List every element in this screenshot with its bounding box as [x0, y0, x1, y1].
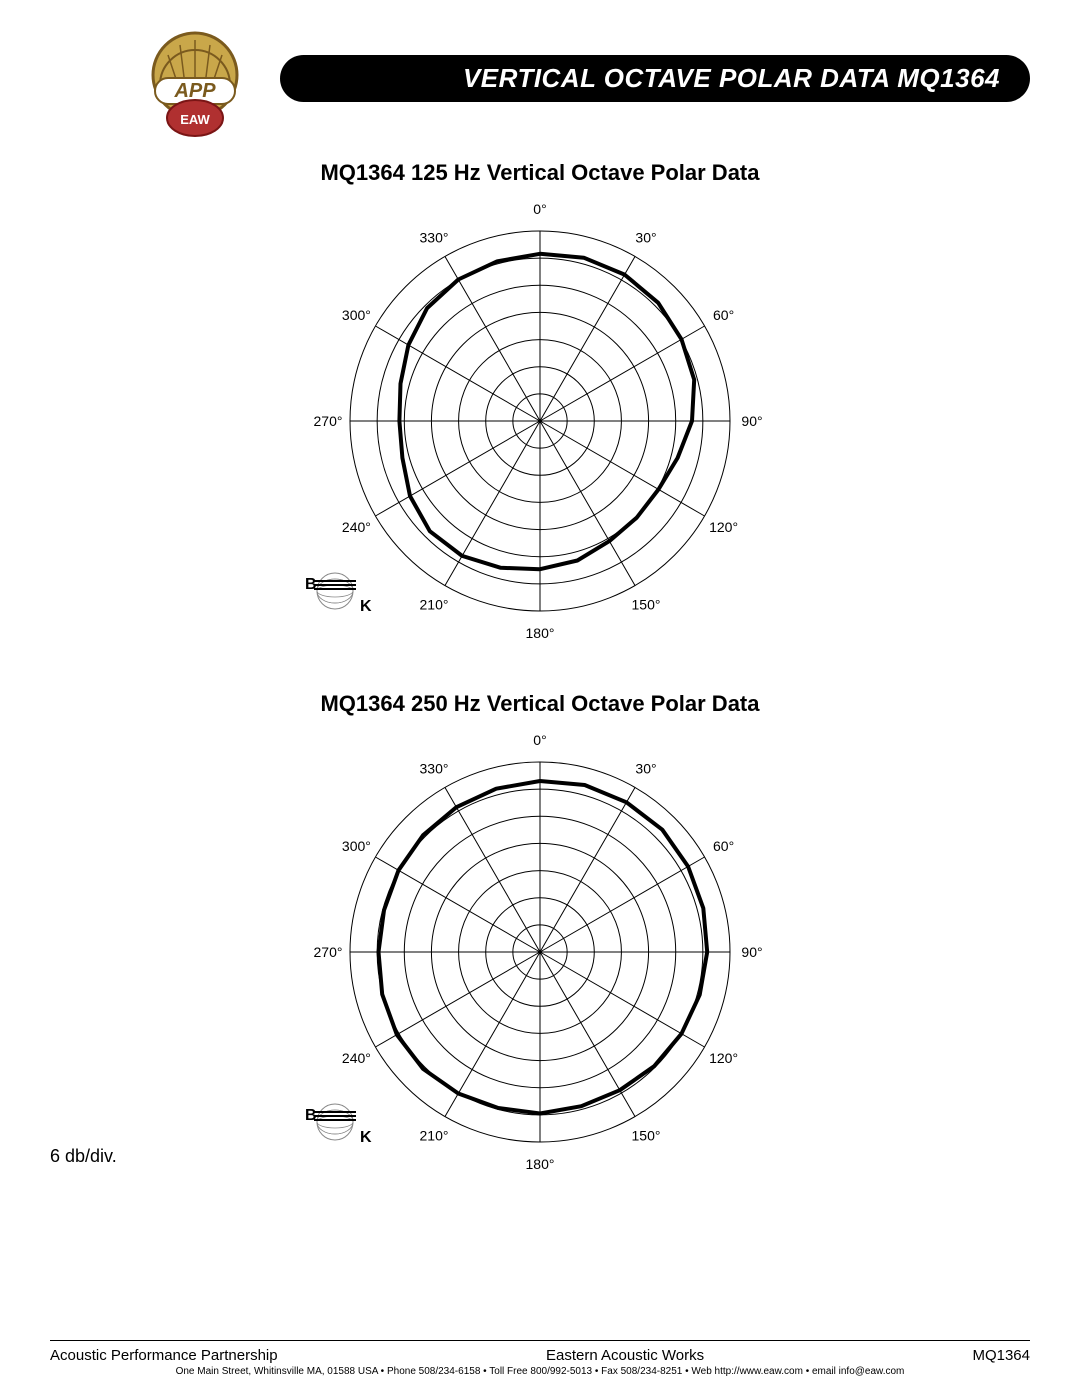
svg-text:330°: 330° — [420, 229, 449, 245]
svg-text:300°: 300° — [342, 838, 371, 854]
footer-left: Acoustic Performance Partnership — [50, 1347, 278, 1364]
footer-right: MQ1364 — [972, 1347, 1030, 1364]
svg-text:240°: 240° — [342, 519, 371, 535]
svg-text:120°: 120° — [709, 1050, 738, 1066]
svg-text:0°: 0° — [533, 732, 546, 748]
svg-text:K: K — [360, 1129, 372, 1146]
chart-section-125hz: MQ1364 125 Hz Vertical Octave Polar Data… — [50, 160, 1030, 651]
svg-text:240°: 240° — [342, 1050, 371, 1066]
footer-address: One Main Street, Whitinsville MA, 01588 … — [50, 1366, 1030, 1377]
svg-text:30°: 30° — [635, 229, 656, 245]
page-footer: Acoustic Performance Partnership Eastern… — [50, 1340, 1030, 1377]
svg-text:90°: 90° — [741, 413, 762, 429]
chart-title-1: MQ1364 125 Hz Vertical Octave Polar Data — [50, 160, 1030, 186]
svg-text:EAW: EAW — [180, 112, 210, 127]
polar-chart-1: 0° 30° 60° 90° 120° 150° 180° 210° 240° 270° 300° 3… — [290, 191, 790, 651]
page-title-bar: VERTICAL OCTAVE POLAR DATA MQ1364 — [280, 55, 1030, 102]
svg-text:150°: 150° — [632, 1128, 661, 1144]
svg-text:270°: 270° — [314, 413, 343, 429]
svg-text:270°: 270° — [314, 944, 343, 960]
footer-center: Eastern Acoustic Works — [546, 1347, 704, 1364]
svg-text:120°: 120° — [709, 519, 738, 535]
page-title: VERTICAL OCTAVE POLAR DATA MQ1364 — [463, 63, 1000, 93]
svg-text:180°: 180° — [526, 625, 555, 641]
svg-text:330°: 330° — [420, 760, 449, 776]
svg-text:K: K — [360, 598, 372, 615]
svg-text:150°: 150° — [632, 597, 661, 613]
polar-chart-2: 0° 30° 60° 90° 120° 150° 180° 210° 240° 270° 300° 3… — [290, 722, 790, 1182]
chart-title-2: MQ1364 250 Hz Vertical Octave Polar Data — [50, 691, 1030, 717]
app-logo: APP EAW — [130, 30, 260, 140]
svg-text:30°: 30° — [635, 760, 656, 776]
svg-text:60°: 60° — [713, 838, 734, 854]
svg-text:180°: 180° — [526, 1156, 555, 1172]
svg-text:300°: 300° — [342, 307, 371, 323]
svg-text:60°: 60° — [713, 307, 734, 323]
db-per-div-label: 6 db/div. — [50, 1146, 117, 1167]
header-bar: APP EAW VERTICAL OCTAVE POLAR DATA MQ136… — [130, 30, 1030, 120]
svg-text:90°: 90° — [741, 944, 762, 960]
svg-text:0°: 0° — [533, 201, 546, 217]
svg-text:210°: 210° — [420, 1128, 449, 1144]
chart-section-250hz: MQ1364 250 Hz Vertical Octave Polar Data… — [50, 691, 1030, 1182]
svg-text:210°: 210° — [420, 597, 449, 613]
logo-text: APP — [173, 80, 216, 102]
